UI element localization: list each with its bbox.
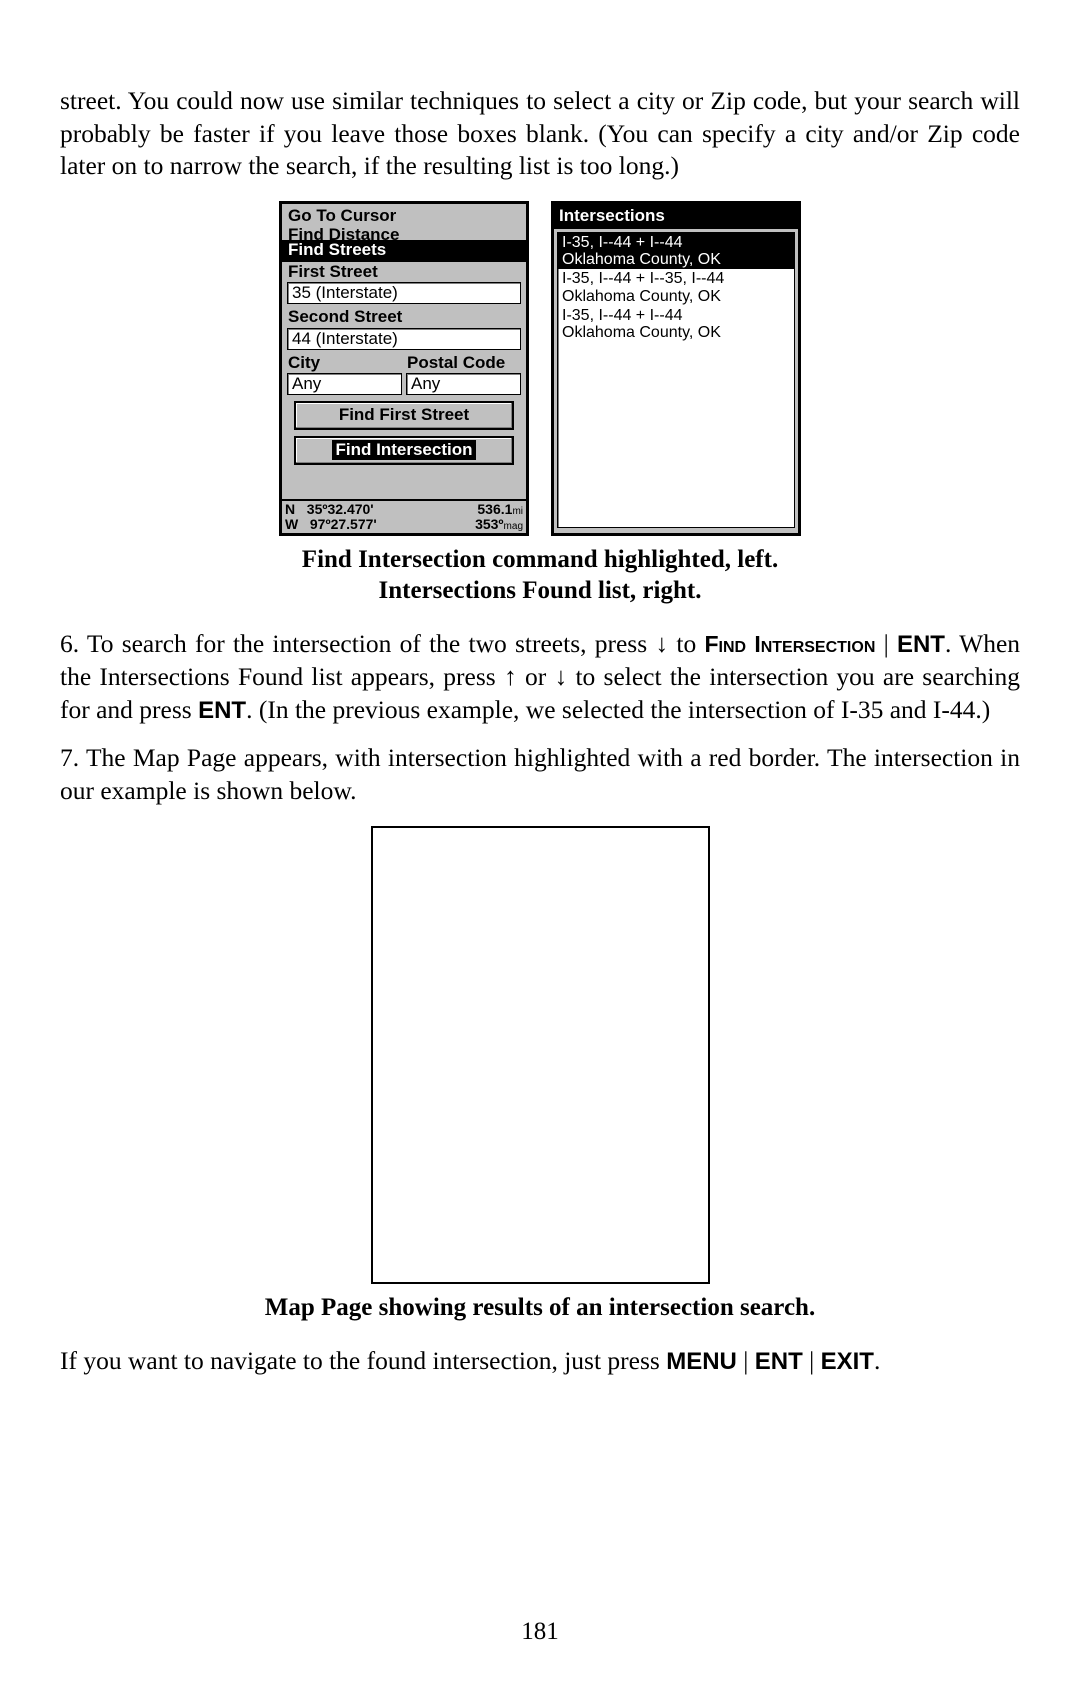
city-label: City — [287, 353, 402, 373]
find-intersection-button-label: Find Intersection — [332, 440, 477, 460]
step-6: 6. To search for the intersection of the… — [60, 628, 1020, 726]
status-bar: N 35º32.470' 536.1mi W 97º27.577' 353ºma… — [282, 499, 526, 533]
city-postal-row: City Any Postal Code Any — [282, 353, 526, 395]
menu-item-find-streets-selected[interactable]: Find Streets — [282, 240, 526, 262]
intersections-panel: Intersections I-35, I--44 + I--44Oklahom… — [551, 201, 801, 536]
postal-code-label: Postal Code — [406, 353, 521, 373]
intersections-title: Intersections — [554, 204, 798, 229]
menu-item-find-distance[interactable]: Find Distance — [288, 225, 520, 240]
figure-row: Go To Cursor Find Distance Find Streets … — [60, 201, 1020, 536]
step-7: 7. The Map Page appears, with intersecti… — [60, 742, 1020, 807]
intro-paragraph: street. You could now use similar techni… — [60, 85, 1020, 183]
find-first-street-button[interactable]: Find First Street — [294, 401, 514, 430]
second-street-field[interactable]: 44 (Interstate) — [287, 328, 521, 350]
find-intersection-button[interactable]: Find Intersection — [294, 436, 514, 465]
list-item[interactable]: I-35, I--44 + I--44Oklahoma County, OK — [558, 233, 794, 270]
second-street-label: Second Street — [282, 307, 526, 327]
manual-page: street. You could now use similar techni… — [0, 0, 1080, 1682]
list-item[interactable]: I-35, I--44 + I--44Oklahoma County, OK — [558, 306, 794, 343]
map-page-figure-placeholder — [371, 826, 710, 1284]
city-field[interactable]: Any — [287, 373, 402, 395]
navigate-instruction: If you want to navigate to the found int… — [60, 1345, 1020, 1378]
postal-code-field[interactable]: Any — [406, 373, 521, 395]
first-street-field[interactable]: 35 (Interstate) — [287, 282, 521, 304]
first-street-label: First Street — [282, 262, 526, 282]
menu-item-go-to-cursor[interactable]: Go To Cursor — [288, 206, 520, 225]
page-number: 181 — [0, 1618, 1080, 1646]
menu-top: Go To Cursor Find Distance — [282, 204, 526, 240]
intersections-list[interactable]: I-35, I--44 + I--44Oklahoma County, OKI-… — [557, 232, 795, 528]
list-item[interactable]: I-35, I--44 + I--35, I--44Oklahoma Count… — [558, 269, 794, 306]
figure1-caption: Find Intersection command highlighted, l… — [60, 544, 1020, 607]
find-streets-panel: Go To Cursor Find Distance Find Streets … — [279, 201, 529, 536]
figure2-caption: Map Page showing results of an intersect… — [60, 1292, 1020, 1323]
find-first-street-button-label: Find First Street — [339, 405, 469, 424]
